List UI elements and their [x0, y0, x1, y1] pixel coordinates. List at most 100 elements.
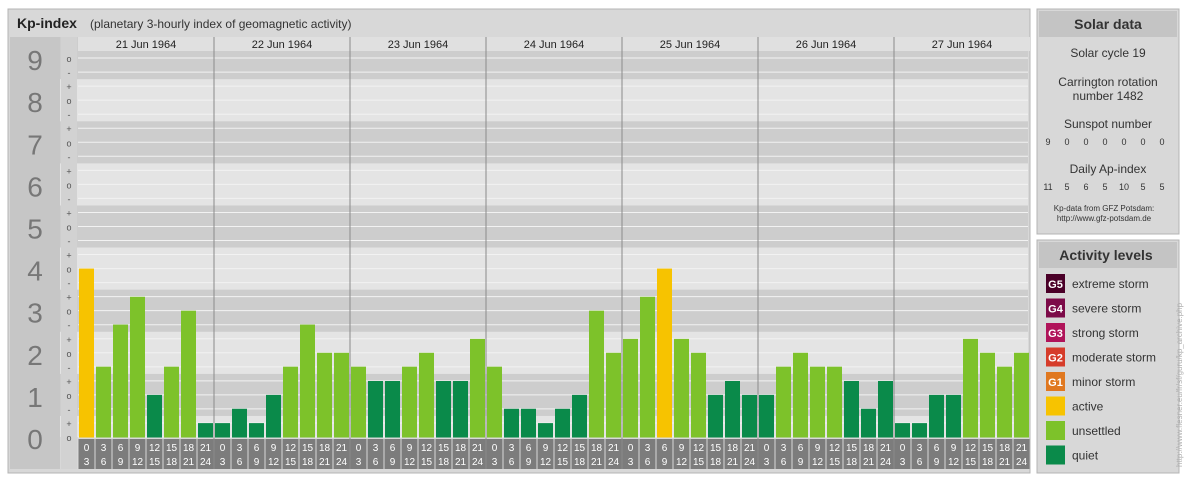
day-label: 27 Jun 1964: [932, 39, 993, 51]
hour-end-label: 3: [220, 457, 226, 468]
hour-start-label: 15: [438, 443, 450, 454]
y-tick-label: 8: [27, 87, 43, 118]
minor-tick-label: -: [68, 363, 71, 373]
kp-bar: [657, 268, 672, 438]
hour-start-label: 3: [237, 443, 243, 454]
hour-cell: [809, 439, 826, 469]
kp-bar: [589, 310, 604, 438]
hour-start-label: 12: [285, 443, 297, 454]
activity-legend: G5 extreme storm G4 severe storm G3 strong st…: [1046, 274, 1156, 465]
hour-cell: [571, 439, 588, 469]
hour-start-label: 0: [900, 443, 906, 454]
hour-cell: [928, 439, 945, 469]
kp-bar: [759, 394, 774, 438]
hour-end-label: 12: [268, 457, 280, 468]
legend-swatch: [1046, 396, 1065, 416]
hour-end-label: 15: [557, 457, 569, 468]
hour-end-label: 15: [965, 457, 977, 468]
hour-end-label: 12: [676, 457, 688, 468]
minor-tick-label: o: [66, 433, 71, 443]
hour-cell: [333, 439, 350, 469]
hour-cell: [758, 439, 775, 469]
hour-start-label: 3: [509, 443, 515, 454]
minor-tick-label: +: [66, 82, 71, 92]
hour-cell: [724, 439, 741, 469]
kp-bar: [606, 352, 621, 438]
hour-cell: [860, 439, 877, 469]
hour-end-label: 6: [237, 457, 243, 468]
hour-cell: [350, 439, 367, 469]
hour-start-label: 6: [390, 443, 396, 454]
minor-tick-label: +: [66, 251, 71, 261]
hour-start-label: 12: [965, 443, 977, 454]
hour-end-label: 12: [404, 457, 416, 468]
day-label: 21 Jun 1964: [116, 39, 177, 51]
kp-bar: [521, 408, 536, 438]
hour-cell: [367, 439, 384, 469]
minor-tick-label: +: [66, 419, 71, 429]
solar-cycle: Solar cycle 19: [1070, 46, 1146, 60]
kp-bar: [300, 324, 315, 438]
hour-start-label: 12: [829, 443, 841, 454]
hour-cell: [146, 439, 163, 469]
hour-end-label: 18: [710, 457, 722, 468]
hour-end-label: 9: [118, 457, 124, 468]
activity-levels-header: [1039, 242, 1177, 268]
hour-end-label: 9: [526, 457, 532, 468]
hour-start-label: 12: [557, 443, 569, 454]
minor-tick-label: +: [66, 377, 71, 387]
y-tick-label: 0: [27, 424, 43, 455]
kp-bar: [402, 366, 417, 438]
hour-cell: [996, 439, 1013, 469]
hour-start-label: 18: [999, 443, 1011, 454]
hour-end-label: 9: [390, 457, 396, 468]
hour-cell: [163, 439, 180, 469]
kp-bar: [691, 352, 706, 438]
kp-bars: [79, 268, 1029, 438]
minor-tick-label: o: [66, 222, 71, 232]
y-tick-label: 2: [27, 340, 43, 371]
ap-title: Daily Ap-index: [1070, 162, 1147, 176]
legend-swatch: [1046, 372, 1065, 391]
hour-start-label: 18: [183, 443, 195, 454]
kp-bar: [436, 381, 451, 438]
minor-tick-label: o: [66, 391, 71, 401]
hour-start-label: 15: [302, 443, 314, 454]
kp-bar: [640, 296, 655, 438]
kp-bar: [997, 366, 1012, 438]
hour-start-label: 21: [608, 443, 620, 454]
hour-start-label: 12: [693, 443, 705, 454]
hour-start-label: 3: [917, 443, 923, 454]
chart-subtitle: (planetary 3-hourly index of geomagnetic…: [90, 17, 351, 31]
day-header-cell: [758, 37, 894, 51]
hour-end-label: 9: [798, 457, 804, 468]
legend-badge: G4: [1048, 304, 1064, 316]
kp-bar: [742, 394, 757, 438]
day-header-cell: [350, 37, 486, 51]
kp-bar: [878, 381, 893, 438]
hour-start-label: 15: [982, 443, 994, 454]
hour-end-label: 12: [540, 457, 552, 468]
kp-bar: [572, 394, 587, 438]
minor-tick-label: +: [66, 293, 71, 303]
kp-bar: [827, 366, 842, 438]
hour-end-label: 21: [183, 457, 195, 468]
hour-end-label: 24: [608, 457, 620, 468]
ap-value: 5: [1102, 182, 1107, 192]
kp-bar: [113, 324, 128, 438]
minor-tick-label: -: [68, 152, 71, 162]
legend-label: extreme storm: [1072, 277, 1149, 291]
hour-end-label: 18: [438, 457, 450, 468]
legend-label: active: [1072, 400, 1104, 414]
hour-end-label: 18: [982, 457, 994, 468]
hour-end-label: 6: [101, 457, 107, 468]
kp-bar: [844, 381, 859, 438]
kp-bar: [963, 338, 978, 438]
hour-end-label: 24: [744, 457, 756, 468]
hour-end-label: 6: [917, 457, 923, 468]
sunspot-value: 9: [1045, 137, 1050, 147]
hour-start-label: 6: [254, 443, 260, 454]
hour-end-label: 15: [285, 457, 297, 468]
legend-swatch: [1046, 298, 1065, 318]
